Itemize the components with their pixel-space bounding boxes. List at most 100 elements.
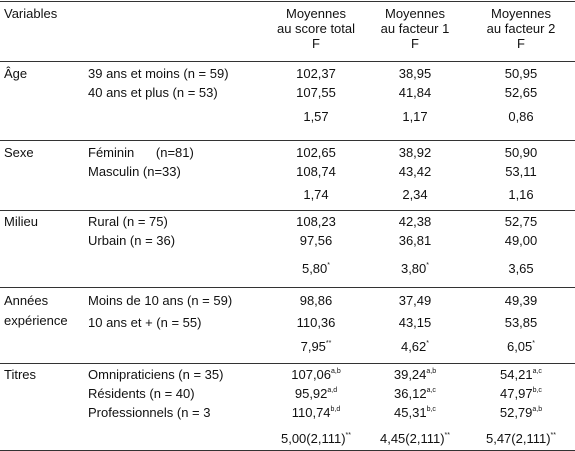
row-label: Professionnels (n = 3 xyxy=(88,405,211,420)
cell: 7,95** xyxy=(261,339,371,354)
cell-note: ** xyxy=(325,340,332,347)
row-label: Féminin (n=81) xyxy=(88,145,194,160)
row-label: Masculin (n=33) xyxy=(88,164,181,179)
cell-value: 107,55 xyxy=(296,85,336,100)
rule xyxy=(0,363,575,364)
cell-note: b,d xyxy=(330,406,341,413)
cell: 98,86 xyxy=(261,293,371,308)
cell-note: ** xyxy=(444,432,450,439)
cell: 6,05* xyxy=(466,339,575,354)
cell-value: 49,00 xyxy=(504,233,538,248)
cell: 1,74 xyxy=(261,187,371,202)
cell-value: 98,86 xyxy=(299,293,333,308)
cell-note: * xyxy=(426,262,430,269)
cell: 102,65 xyxy=(261,145,371,160)
cell: 52,75 xyxy=(466,214,575,229)
cell-note: a,b xyxy=(331,368,341,375)
cell: 102,37 xyxy=(261,66,371,81)
cell-value: 38,95 xyxy=(398,66,432,81)
cell-value: 6,05 xyxy=(506,339,533,354)
cell-note: b,c xyxy=(426,406,436,413)
cell-note: b,c xyxy=(532,387,542,394)
cell: 36,81 xyxy=(360,233,470,248)
cell: 0,86 xyxy=(466,109,575,124)
rule xyxy=(0,287,575,288)
cell: 1,16 xyxy=(466,187,575,202)
cell: 3,80* xyxy=(360,261,470,276)
cell-note: * xyxy=(532,340,536,347)
cell-value: 108,23 xyxy=(296,214,336,229)
cell: 41,84 xyxy=(360,85,470,100)
cell-value: 52,75 xyxy=(504,214,538,229)
cell: 45,31b,c xyxy=(360,405,470,420)
column-header: au facteur 1 xyxy=(380,21,450,36)
cell-value: 36,81 xyxy=(398,233,432,248)
cell: 3,65 xyxy=(466,261,575,276)
row-label: Urbain (n = 36) xyxy=(88,233,176,248)
cell: 54,21a,c xyxy=(466,367,575,382)
cell-value: 1,57 xyxy=(303,109,329,124)
rule xyxy=(0,210,575,211)
row-label: 39 ans et moins (n = 59) xyxy=(88,66,229,81)
variables-header: Variables xyxy=(4,6,58,21)
cell: 49,00 xyxy=(466,233,575,248)
column-header: F xyxy=(312,36,320,51)
column-header: Moyennes xyxy=(286,6,346,21)
cell-value: 49,39 xyxy=(504,293,538,308)
cell: 5,00(2,111)** xyxy=(261,431,371,446)
rule xyxy=(0,140,575,141)
cell-value: 1,74 xyxy=(303,187,329,202)
cell-value: 47,97 xyxy=(500,386,533,401)
cell-note: a,b xyxy=(426,368,437,375)
rule xyxy=(0,61,575,62)
cell-value: 52,65 xyxy=(504,85,538,100)
cell: 39,24a,b xyxy=(360,367,470,382)
rule xyxy=(0,1,575,2)
cell-value: 42,38 xyxy=(398,214,432,229)
cell: 2,34 xyxy=(360,187,470,202)
cell-value: 2,34 xyxy=(402,187,428,202)
cell: 110,74b,d xyxy=(261,405,371,420)
cell-value: 50,95 xyxy=(504,66,538,81)
cell-value: 41,84 xyxy=(398,85,432,100)
cell: 37,49 xyxy=(360,293,470,308)
cell-value: 37,49 xyxy=(398,293,432,308)
cell-value: 45,31 xyxy=(394,405,427,420)
row-label: 40 ans et plus (n = 53) xyxy=(88,85,218,100)
cell: 4,45(2,111)** xyxy=(360,431,470,446)
cell: 53,11 xyxy=(466,164,575,179)
cell: 110,36 xyxy=(261,315,371,330)
cell: 47,97b,c xyxy=(466,386,575,401)
cell: 95,92a,d xyxy=(261,386,371,401)
cell-value: 102,65 xyxy=(296,145,336,160)
cell-value: 43,42 xyxy=(398,164,432,179)
variable-name: Âge xyxy=(4,66,28,81)
column-header: Moyennes xyxy=(491,6,551,21)
cell-value: 3,65 xyxy=(508,261,534,276)
column-header: au score total xyxy=(276,21,356,36)
cell-value: 53,11 xyxy=(505,164,537,179)
cell-value: 39,24 xyxy=(393,367,427,382)
cell-value: 36,12 xyxy=(394,386,427,401)
cell: 52,65 xyxy=(466,85,575,100)
variable-name: expérience xyxy=(4,313,68,328)
cell-value: 4,45(2,111) xyxy=(379,431,445,446)
cell-value: 1,17 xyxy=(402,109,428,124)
cell: 50,95 xyxy=(466,66,575,81)
cell-value: 110,74 xyxy=(291,405,331,420)
variable-name: Années xyxy=(4,293,49,308)
cell: 108,23 xyxy=(261,214,371,229)
column-header: F xyxy=(411,36,419,51)
row-label: Rural (n = 75) xyxy=(88,214,168,229)
cell: 5,80* xyxy=(261,261,371,276)
cell: 107,06a,b xyxy=(261,367,371,382)
cell: 50,90 xyxy=(466,145,575,160)
cell-note: * xyxy=(426,340,430,347)
cell-note: a,d xyxy=(327,387,338,394)
variable-name: Titres xyxy=(4,367,37,382)
cell: 5,47(2,111)** xyxy=(466,431,575,446)
cell-value: 52,79 xyxy=(499,405,533,420)
cell: 1,57 xyxy=(261,109,371,124)
cell-note: * xyxy=(327,262,331,269)
